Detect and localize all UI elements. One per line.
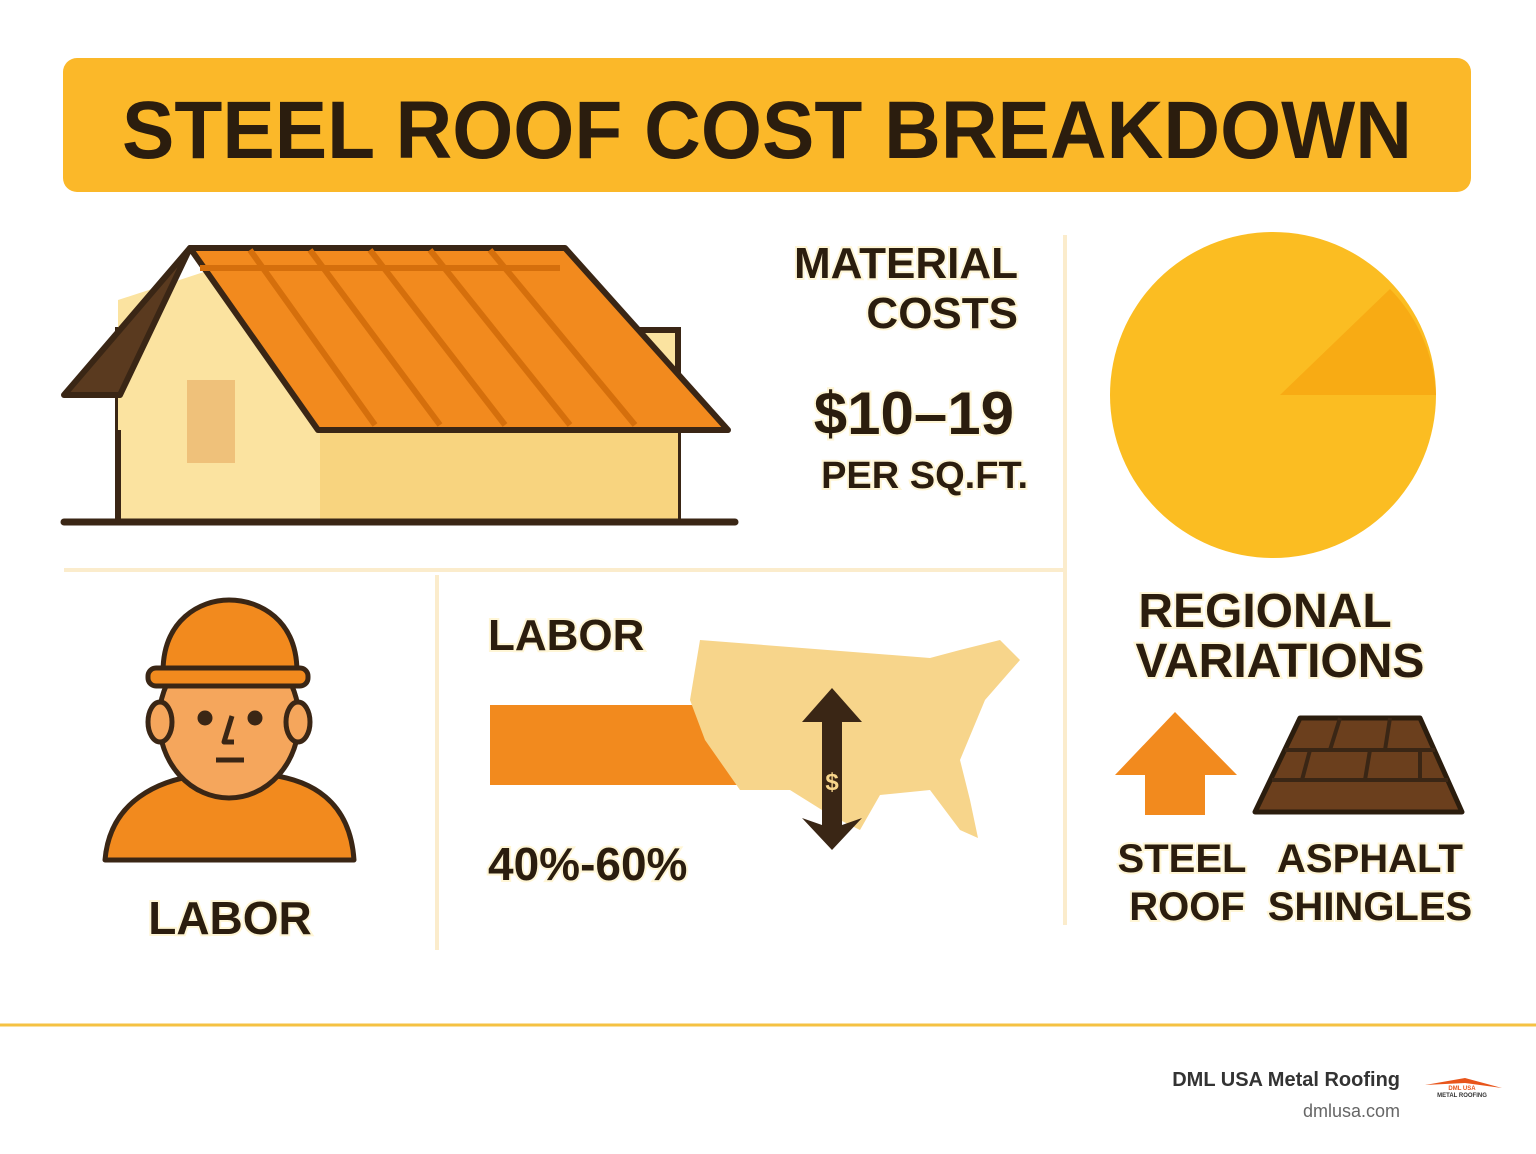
shingles-label: ASPHALT [1277,837,1463,881]
us-map [690,640,1020,838]
steel-label: ROOF [1129,885,1245,929]
updown-arrow [802,688,862,850]
dividers [64,235,1067,950]
material-unit: PER SQ.FT. [821,455,1028,497]
regional-heading: REGIONAL [1138,585,1391,638]
arrow-symbol: $ [825,769,839,796]
regional-heading: VARIATIONS [1136,635,1425,688]
steel-label: STEEL [1118,837,1247,881]
shingles-icon [1252,715,1465,815]
house-icon [60,245,739,526]
shingles-label: SHINGLES [1268,885,1472,929]
logo-text: METAL ROOFING [1437,1093,1487,1099]
material-price: $10–19 [814,380,1014,447]
title: STEEL ROOF COST BREAKDOWN [122,85,1412,176]
worker-label: LABOR [148,892,312,944]
labor-range: 40%-60% [488,838,687,890]
footer-logo: DML USA METAL ROOFING [1425,1078,1502,1099]
title-banner [63,58,1471,192]
pie-icon [1110,232,1436,558]
worker-icon [102,597,357,863]
logo-text: DML USA [1448,1086,1476,1092]
material-heading: MATERIAL [794,239,1018,288]
material-heading: COSTS [866,289,1018,338]
up-arrow-icon [1115,712,1237,815]
footer-website: dmlusa.com [1303,1101,1400,1121]
labor-heading: LABOR [488,611,644,660]
footer-company: DML USA Metal Roofing [1172,1069,1400,1091]
